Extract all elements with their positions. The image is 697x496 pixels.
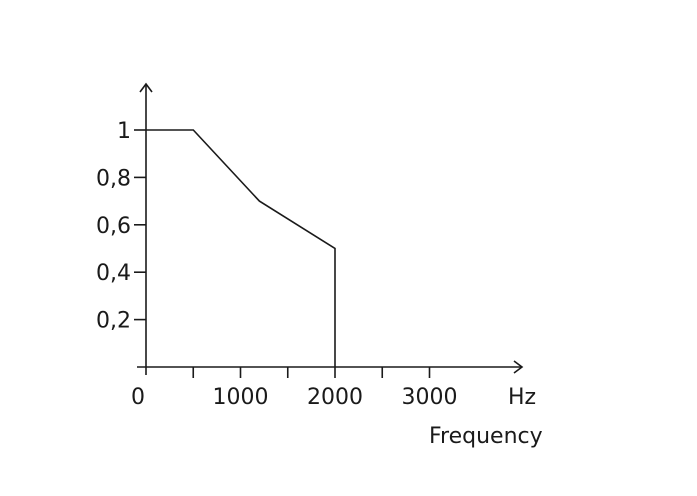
y-tick-label: 0,2 xyxy=(96,309,131,334)
x-tick-label: 0 xyxy=(131,385,145,410)
y-tick-label: 0,4 xyxy=(96,261,131,286)
y-tick-label: 0,6 xyxy=(96,214,131,239)
y-ticks: 0,2 0,4 0,6 0,8 1 xyxy=(96,119,146,334)
y-axis-arrow xyxy=(139,82,153,93)
x-ticks: 0 1000 2000 3000 xyxy=(131,367,458,410)
axes xyxy=(137,82,524,375)
series-layer xyxy=(146,129,336,367)
y-tick-label: 0,8 xyxy=(96,166,131,191)
x-tick-label: 1000 xyxy=(213,385,269,410)
x-axis-arrow xyxy=(513,360,524,374)
y-tick-label: 1 xyxy=(117,119,131,144)
x-tick-label: 3000 xyxy=(402,385,458,410)
x-unit-label: Hz xyxy=(508,385,536,410)
x-tick-label: 2000 xyxy=(307,385,363,410)
series-line xyxy=(146,129,336,367)
x-axis-label: Frequency xyxy=(429,424,543,449)
